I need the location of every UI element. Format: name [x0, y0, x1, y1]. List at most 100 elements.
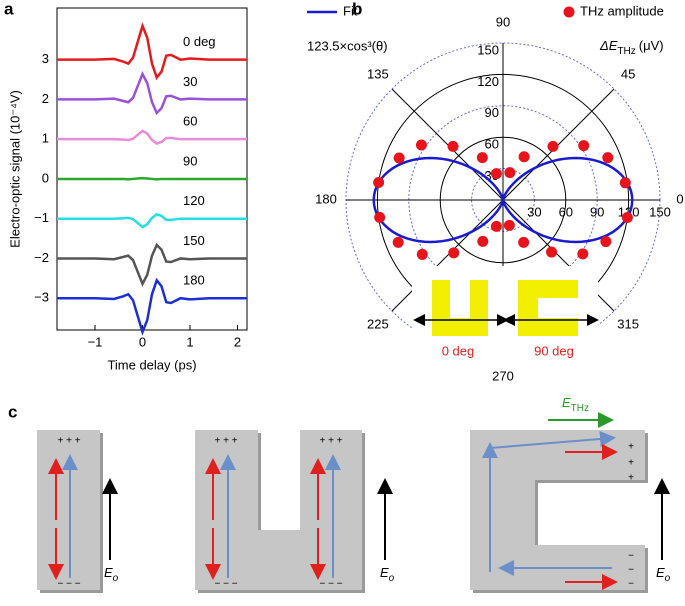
theta-tick-label: 270 [492, 368, 514, 383]
data-point [447, 140, 459, 152]
charge: + [628, 458, 634, 469]
series-line [57, 277, 247, 336]
r-tick-label: 60 [559, 204, 573, 219]
charges: − − − [57, 579, 80, 590]
theta-tick-label: 315 [617, 317, 639, 332]
data-point [518, 151, 530, 163]
charges: + + + [319, 436, 342, 447]
data-point [619, 177, 631, 189]
data-point [518, 236, 530, 248]
data-point [477, 235, 489, 247]
field-label-base: E [104, 565, 113, 580]
data-point [578, 140, 590, 152]
fit-formula: 123.5×cos³(θ) [307, 38, 388, 53]
r-tick-label: 150 [477, 42, 499, 57]
r-tick-label: 90 [590, 204, 604, 219]
field-label-sub: o [113, 573, 119, 584]
spoke [502, 88, 615, 201]
series-label: 60 [183, 114, 197, 129]
data-point [448, 247, 460, 259]
annotation: 90 deg [534, 343, 574, 358]
data-point [503, 219, 515, 231]
theta-tick-label: 90 [496, 14, 510, 29]
x-tick-label: 1 [186, 334, 193, 349]
data-point [546, 246, 558, 258]
field-label-base: E [380, 565, 389, 580]
data-point [600, 236, 612, 248]
data-point [393, 152, 405, 164]
charge: − [628, 565, 634, 576]
charges: + + + [214, 436, 237, 447]
legend-marker [563, 6, 575, 18]
r-tick-label: 90 [485, 105, 499, 120]
data-point [373, 177, 385, 189]
field-label: Eo [380, 565, 395, 583]
theta-tick-label: 225 [367, 317, 389, 332]
x-axis-label: Time delay (ps) [107, 357, 196, 372]
field-label: Eo [656, 565, 671, 583]
series-label: 150 [183, 233, 205, 248]
field-label-base: E [656, 565, 665, 580]
legend-label: THz amplitude [580, 3, 664, 18]
x-tick-label: 2 [234, 334, 241, 349]
theta-tick-label: 0 [676, 191, 683, 206]
series-line [57, 212, 247, 229]
arrows [48, 412, 670, 590]
legend-label: Fit [343, 3, 358, 18]
data-point [374, 211, 386, 223]
series-line [57, 176, 247, 181]
field-label-sub: THz [571, 403, 589, 414]
spoke [391, 199, 504, 312]
panel-label: b [352, 0, 362, 18]
series-label: 0 deg [183, 34, 216, 49]
data-point [602, 152, 614, 164]
data-point [476, 152, 488, 164]
y-tick-label: 1 [42, 131, 49, 146]
data-point [504, 167, 516, 179]
charge: − [628, 551, 634, 562]
y-axis-label: Electro-optic signal (10⁻⁴V) [7, 90, 22, 248]
polar-data: b THz amplitude Fit 123.5×cos³(θ) ΔETHz (μV) [307, 0, 664, 260]
r-axis-label-unit: (μV) [639, 38, 664, 53]
r-tick-label: 30 [527, 204, 541, 219]
u-antenna [195, 430, 362, 590]
r-axis-label-sub: THz [617, 46, 635, 57]
data-point [490, 220, 502, 232]
r-axis-label: ΔETHz (μV) [599, 38, 664, 56]
y-tick-label: −2 [34, 250, 49, 265]
charges: − − − [214, 579, 237, 590]
charge: + [628, 442, 634, 453]
y-tick-label: 0 [42, 170, 49, 185]
series-label: 180 [183, 273, 205, 288]
c-antenna [470, 430, 645, 590]
field-label-sub: o [665, 573, 671, 584]
data-point [490, 168, 502, 180]
x-tick-label: −1 [88, 334, 103, 349]
inset: 0 deg 90 deg [412, 266, 599, 362]
r-tick-label: 120 [477, 74, 499, 89]
x-tick-label: 0 [139, 334, 146, 349]
panel-label: c [8, 402, 17, 421]
r-axis-label-base: ΔE [599, 38, 618, 53]
theta-tick-label: 45 [621, 66, 635, 81]
series-line [57, 22, 247, 81]
data-point [416, 248, 428, 260]
panel-a: a −1 0 1 2 −3 −2 −1 0 1 2 3 Time delay (ps) Electro-o… [4, 0, 248, 372]
theta-tick-label: 180 [315, 191, 337, 206]
series-line [57, 70, 247, 116]
annotation: 0 deg [442, 343, 475, 358]
data-point [577, 248, 589, 260]
y-tick-label: −3 [34, 290, 49, 305]
series-line [57, 129, 247, 145]
r-tick-label: 60 [485, 137, 499, 152]
r-tick-label: 150 [649, 204, 671, 219]
field-label-sub: o [389, 573, 395, 584]
spoke [391, 88, 504, 201]
charge: + [628, 473, 634, 484]
charges: − − − [319, 579, 342, 590]
y-tick-label: −1 [34, 210, 49, 225]
panel-c: c + + + − − − + + + − − − + + + − − − + … [8, 395, 671, 593]
data-point [547, 140, 559, 152]
bar-antenna [37, 430, 100, 590]
